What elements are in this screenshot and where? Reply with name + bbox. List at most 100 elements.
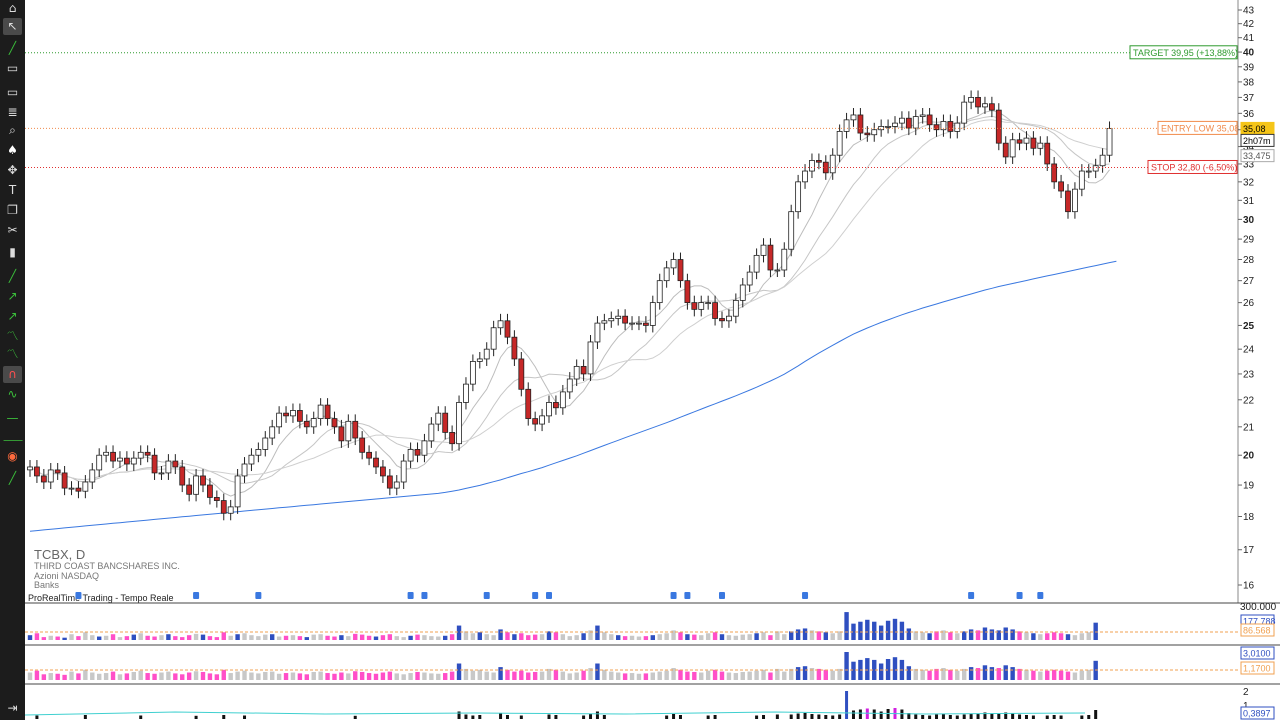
candle-body [580, 365, 587, 375]
minus-icon[interactable]: — [6, 411, 19, 425]
indicator-bar [1072, 672, 1078, 680]
candle-body [54, 469, 61, 474]
indicator-bar [802, 666, 808, 680]
candle-body [117, 457, 123, 462]
diagonal-icon[interactable]: ╱ [8, 471, 17, 485]
indicator-bar [318, 671, 323, 680]
indicator-bar [685, 671, 690, 680]
indicator-bar [436, 673, 441, 680]
candle-body [61, 472, 68, 489]
indicator-bar [83, 669, 88, 680]
indicator3-bar [595, 711, 599, 719]
indicator-bar [470, 670, 476, 680]
indicator-bar [477, 669, 482, 680]
ray-icon[interactable]: ↗ [7, 289, 18, 303]
indicator3-bar [499, 713, 503, 719]
indicator-bar [795, 667, 801, 680]
volume-bar [526, 635, 531, 640]
volume-bar [955, 633, 960, 640]
indicator-bar [1003, 665, 1008, 680]
indicator3-bar [803, 713, 807, 719]
volume-bar [27, 635, 33, 640]
alert-icon[interactable]: ♠ [7, 143, 18, 157]
indicator3-bar [928, 715, 932, 719]
clone-icon[interactable]: ❐ [7, 203, 18, 217]
candle-body [435, 412, 442, 425]
indicator3-line [25, 711, 1086, 716]
magnet-icon[interactable]: ∩ [3, 366, 22, 383]
indicator3-bar [948, 715, 952, 719]
tools-icon[interactable]: ✂ [7, 223, 18, 237]
indicator-bar [297, 673, 303, 680]
indicator-bar [941, 668, 946, 680]
candle-body [781, 248, 788, 271]
price-tick-label: 16 [1243, 581, 1255, 592]
event-marker-icon [684, 592, 691, 599]
volume-bar [595, 625, 600, 640]
indicator3-bar [505, 715, 509, 719]
trendline-icon[interactable]: ╱ [8, 269, 17, 283]
chart-icon[interactable]: 〽 [6, 329, 19, 343]
candle-body [815, 160, 822, 163]
candle-body [331, 418, 338, 428]
zoom-icon[interactable]: ⌕ [9, 123, 16, 137]
indicator-bar [325, 673, 330, 680]
event-marker-icon [75, 592, 82, 599]
candle-body [96, 454, 103, 471]
volume-bar [380, 635, 386, 640]
indicator3-bar [706, 715, 710, 719]
indicator-bar [962, 668, 967, 680]
volume-bar [394, 636, 399, 640]
fib-icon[interactable]: ≣ [7, 105, 18, 119]
volume-bar [789, 631, 794, 640]
cursor-icon[interactable]: ↖ [3, 18, 22, 35]
move-icon[interactable]: ✥ [7, 163, 18, 177]
volume-bar [83, 632, 88, 640]
price-axis[interactable]: 16 17 18 19 20 21 22 23 24 25 26 27 28 29 30 31 32 33 34 35… [1237, 0, 1275, 603]
indicator3-bar [997, 714, 1001, 719]
color-wheel-icon[interactable]: ◉ [7, 449, 18, 463]
volume-bar [657, 634, 662, 640]
event-markers[interactable] [75, 592, 1044, 599]
candle-body [656, 280, 663, 304]
exit-icon[interactable]: ⇥ [7, 701, 18, 715]
line-short-icon[interactable]: ⸺ [3, 433, 24, 447]
volume-bar [207, 636, 213, 640]
candle-body [940, 121, 947, 131]
indicator-bar [719, 671, 725, 680]
volume-bar [1072, 635, 1078, 640]
candle-body [836, 130, 843, 156]
text-icon[interactable]: T [8, 183, 17, 197]
candle-body [746, 271, 753, 286]
volume-bar [41, 637, 47, 640]
indicator-bar [588, 668, 593, 680]
logo-icon[interactable]: ⌂ [8, 1, 17, 15]
indicator-panel-3[interactable]: 210,3897 [25, 687, 1275, 720]
event-marker-icon [1037, 592, 1044, 599]
price-chart[interactable]: TARGET 39,95 (+13,88%) ENTRY LOW 35,08 STO… [25, 0, 1280, 720]
ruler-alt-icon[interactable]: ▭ [6, 85, 19, 99]
indicator-bar [1031, 670, 1036, 680]
volume-bar [1031, 633, 1036, 640]
arrow-icon[interactable]: ↗ [7, 309, 18, 323]
candle-body [525, 388, 532, 419]
trash-icon[interactable]: ▮ [9, 245, 16, 259]
indicator-bar [1038, 671, 1043, 680]
line-icon[interactable]: ╱ [8, 41, 17, 55]
indicator-bar [574, 672, 579, 680]
volume-bar [498, 629, 503, 640]
candle-body [559, 391, 566, 409]
ruler-icon[interactable]: ▭ [6, 61, 19, 75]
volume-bar [712, 632, 718, 640]
price-tick-label: 27 [1243, 276, 1255, 287]
indicator-bar [339, 672, 344, 680]
chart-alt-icon[interactable]: 〽 [6, 347, 19, 361]
indicator-bar [968, 667, 974, 680]
indicator-panel-2[interactable]: 3,0100 1,1700 [25, 646, 1275, 680]
indicator-bar [173, 673, 178, 680]
wave-icon[interactable]: ∿ [7, 387, 18, 401]
candle-body [1085, 170, 1092, 173]
indicator-bar [512, 671, 517, 680]
candle-body [919, 114, 926, 117]
